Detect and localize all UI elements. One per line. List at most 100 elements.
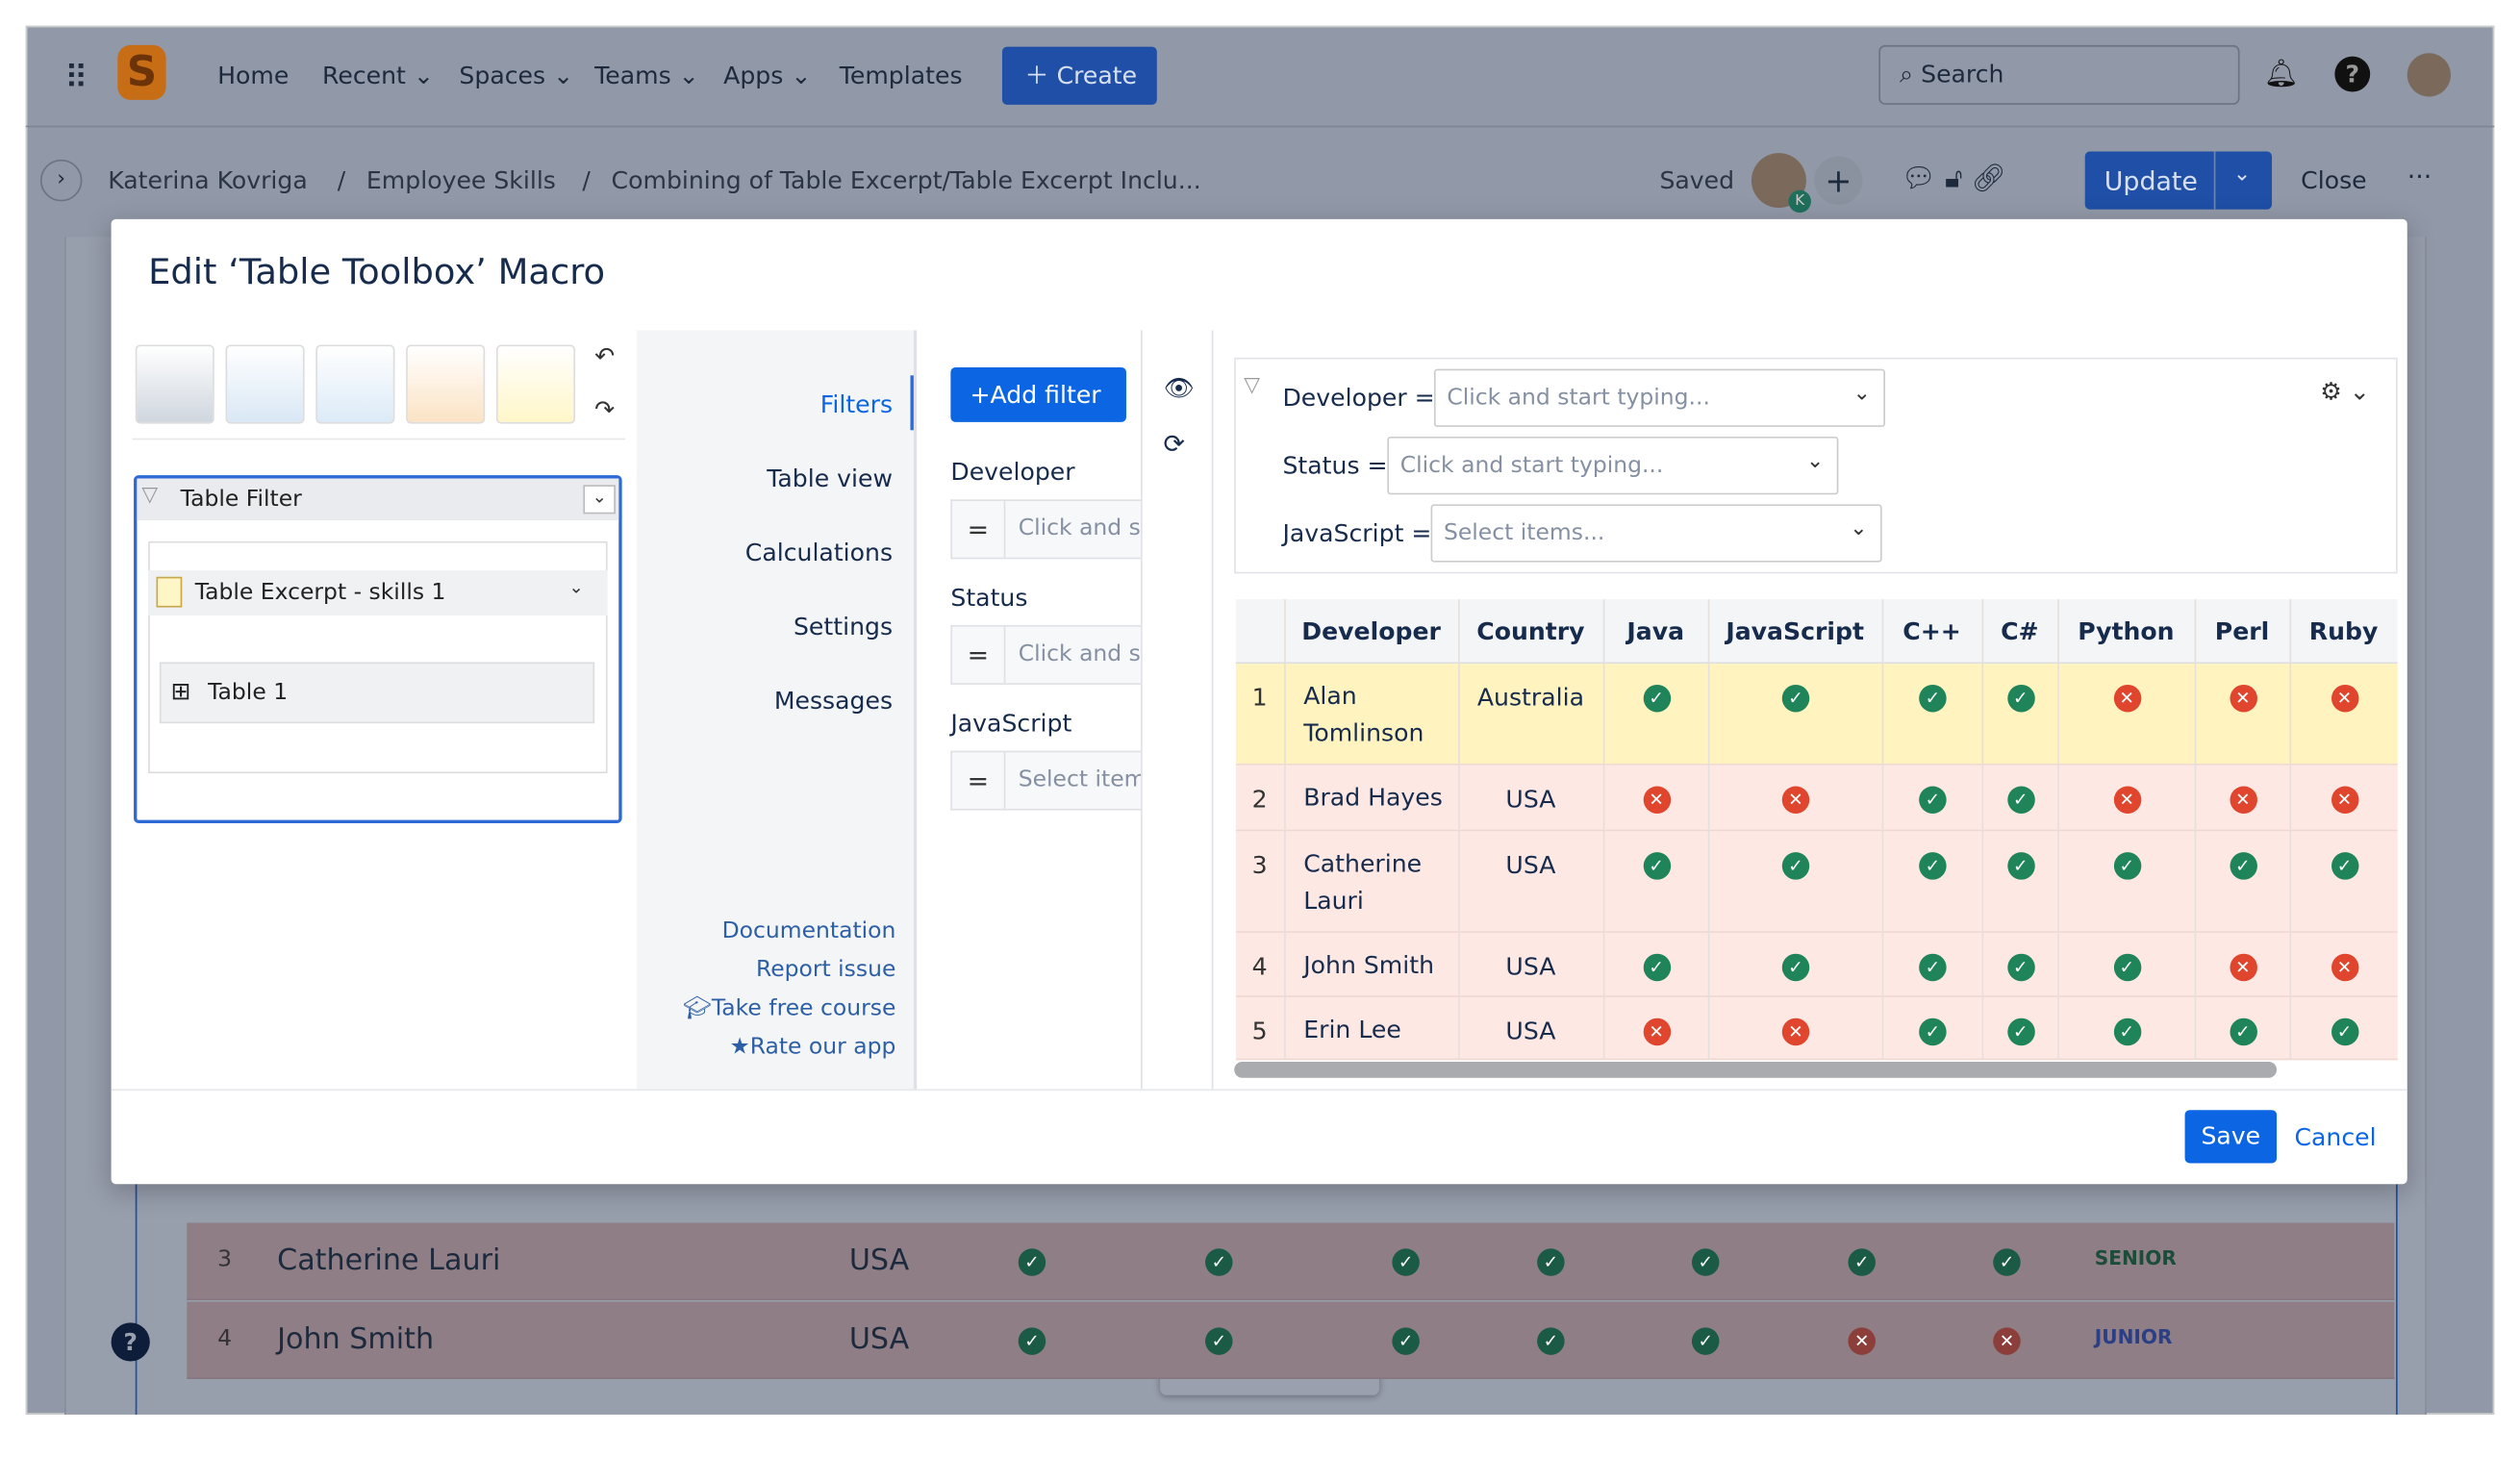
operator: = (952, 627, 1005, 684)
nav-item[interactable]: Home (217, 62, 289, 90)
developer: John Smith (277, 1322, 434, 1356)
tree-toggle[interactable]: ⌄ (583, 485, 616, 514)
tree-filter[interactable]: Table Filter (181, 487, 302, 513)
column-header[interactable]: Developer (1284, 617, 1458, 646)
check-icon: ✓ (1919, 954, 1946, 981)
chevron: ⌄ (1806, 449, 1824, 473)
preview-toggle[interactable]: 👁︎ (1163, 374, 1194, 403)
check-icon: ✓ (1919, 1018, 1946, 1045)
breadcrumb[interactable]: Employee Skills (366, 166, 556, 195)
column-header[interactable]: Ruby (2289, 617, 2397, 646)
avatar-badge: K (1788, 190, 1810, 213)
placeholder: Click and start typing... (1019, 515, 1141, 541)
macro-icon[interactable] (406, 344, 485, 423)
check-icon: ✓ (1019, 1248, 1046, 1275)
row-number: 3 (217, 1247, 232, 1273)
nav-item[interactable]: Spaces ⌄ (459, 62, 573, 90)
check-icon: ✓ (2006, 786, 2033, 813)
column-header[interactable]: C# (1981, 617, 2057, 646)
add-filter-button[interactable]: +Add filter (950, 367, 1126, 422)
cross-icon: ✕ (1993, 1327, 2020, 1354)
operator: = (952, 752, 1005, 809)
placeholder: Click and start typing... (1447, 385, 1710, 411)
check-icon: ✓ (1392, 1327, 1419, 1354)
menu-item[interactable]: Settings (794, 613, 893, 641)
refresh[interactable]: ⟳ (1163, 429, 1184, 460)
macro-icon[interactable] (496, 344, 575, 423)
help-link[interactable]: ★Rate our app (730, 1034, 896, 1060)
filter-select[interactable]: Select items...⌄ (1431, 504, 1882, 562)
check-icon: ✓ (1537, 1327, 1564, 1354)
nav-item[interactable]: Templates (840, 62, 963, 90)
nav-item[interactable]: Apps ⌄ (723, 62, 811, 90)
column-header[interactable]: Python (2057, 617, 2194, 646)
preview-settings[interactable]: ⚙︎ ⌄ (2320, 377, 2370, 406)
country: Australia (1458, 683, 1603, 712)
sidebar-toggle[interactable]: › (40, 160, 83, 202)
search-box[interactable]: ⌕ Search (1878, 45, 2239, 105)
help-icon[interactable]: ? (2334, 57, 2370, 92)
column-header[interactable]: Java (1603, 617, 1708, 646)
help-link[interactable]: Report issue (756, 957, 895, 983)
menu-item[interactable]: Calculations (745, 539, 893, 567)
check-icon: ✓ (1782, 954, 1809, 981)
column-header[interactable]: JavaScript (1708, 617, 1882, 646)
breadcrumb[interactable]: Katerina Kovriga (108, 166, 308, 195)
notifications[interactable]: 🔔︎ (2264, 58, 2299, 90)
logo[interactable]: S (117, 45, 165, 100)
redo[interactable]: ↷ (594, 394, 615, 423)
row-number: 4 (217, 1326, 232, 1352)
macro-icon[interactable] (136, 344, 214, 423)
table-icon: ⊞ (171, 677, 191, 706)
macro-icon[interactable] (315, 344, 394, 423)
dialog-title: Edit ‘Table Toolbox’ Macro (148, 253, 605, 293)
breadcrumb[interactable]: Combining of Table Excerpt/Table Excerpt… (612, 166, 1201, 195)
page-actions[interactable]: 💬︎ 🔓︎ 🔗︎ (1902, 163, 2006, 195)
create-button[interactable]: ＋ Create (1002, 47, 1157, 105)
help-link[interactable]: 🎓︎Take free course (683, 995, 895, 1021)
column-header[interactable]: Perl (2195, 617, 2290, 646)
row-number: 5 (1252, 1017, 1268, 1045)
divider (112, 1089, 2407, 1091)
nav-item[interactable]: Recent ⌄ (322, 62, 434, 90)
filter-input[interactable]: =Click and start typing... (950, 499, 1141, 559)
scrollbar[interactable] (1234, 1062, 2277, 1078)
save-button[interactable]: Save (2185, 1110, 2277, 1163)
more-actions[interactable]: ··· (2407, 162, 2432, 192)
filter-label: JavaScript = (1282, 518, 1431, 547)
check-icon: ✓ (1392, 1248, 1419, 1275)
placeholder: Click and start typing... (1019, 641, 1141, 667)
menu-item[interactable]: Table view (767, 464, 893, 492)
update-menu[interactable]: ⌄ (2233, 163, 2251, 187)
tree-excerpt[interactable]: Table Excerpt - skills 1 (195, 580, 446, 606)
invite-button[interactable]: + (1814, 156, 1862, 204)
country: USA (1458, 952, 1603, 981)
column-header[interactable]: C++ (1882, 617, 1982, 646)
macro-icon[interactable] (226, 344, 305, 423)
tree-table[interactable]: Table 1 (208, 680, 288, 706)
nav-item[interactable]: Teams ⌄ (594, 62, 699, 90)
undo[interactable]: ↶ (594, 341, 615, 370)
cross-icon: ✕ (2113, 786, 2140, 813)
filter-input[interactable]: =Select items... (950, 751, 1141, 811)
check-icon: ✓ (1919, 786, 1946, 813)
cross-icon: ✕ (1643, 786, 1670, 813)
app-switcher[interactable]: ⠿ (64, 58, 88, 96)
check-icon: ✓ (1537, 1248, 1564, 1275)
help-link[interactable]: Documentation (722, 918, 896, 944)
close-link[interactable]: Close (2301, 166, 2366, 195)
help-fab[interactable]: ? (112, 1322, 150, 1361)
filter-input[interactable]: = Click and start typing... (950, 625, 1141, 685)
filter-select[interactable]: Click and start typing...⌄ (1434, 369, 1885, 427)
check-icon: ✓ (2113, 954, 2140, 981)
cancel-link[interactable]: Cancel (2294, 1123, 2376, 1152)
menu-item[interactable]: Messages (774, 687, 893, 716)
filter-label: Status (950, 583, 1027, 612)
profile-avatar[interactable] (2407, 53, 2451, 96)
column-border (1981, 599, 1983, 1060)
filter-select[interactable]: Click and start typing...⌄ (1387, 437, 1838, 494)
column-border (2057, 599, 2059, 1060)
column-header[interactable]: Country (1458, 617, 1603, 646)
menu-item[interactable]: Filters (820, 389, 893, 418)
excerpt-toggle[interactable]: ⌄ (568, 577, 583, 598)
